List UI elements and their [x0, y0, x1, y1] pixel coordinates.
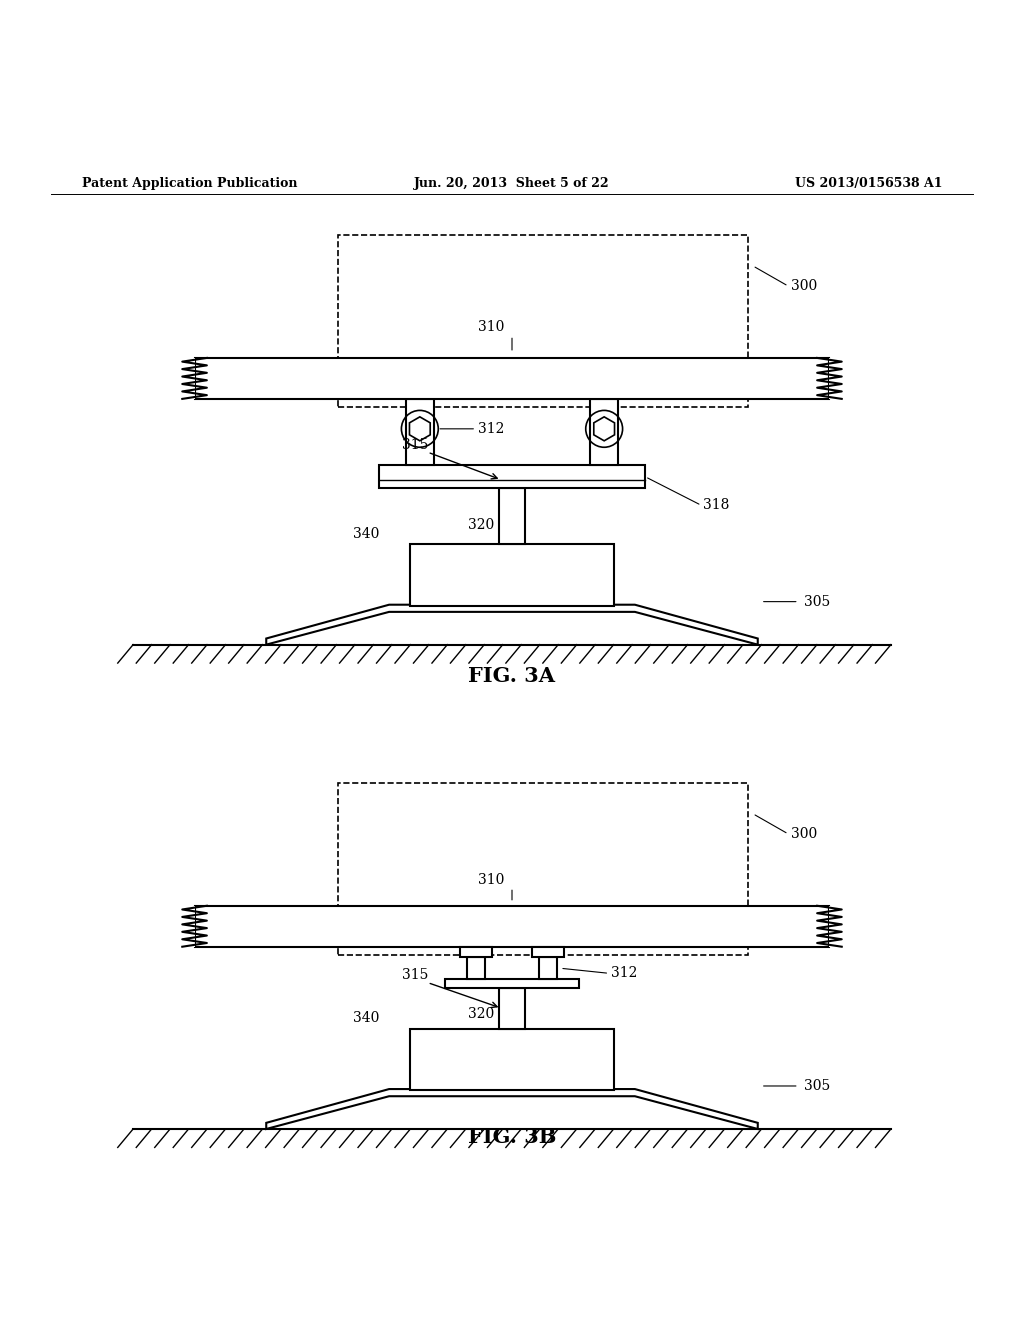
Bar [500, 987, 524, 1028]
Text: Jun. 20, 2013  Sheet 5 of 22: Jun. 20, 2013 Sheet 5 of 22 [414, 177, 610, 190]
Bar [445, 979, 579, 987]
Text: Patent Application Publication: Patent Application Publication [82, 177, 297, 190]
Text: 340: 340 [352, 1011, 379, 1026]
Bar [410, 544, 614, 606]
Bar [195, 358, 829, 399]
Text: US 2013/0156538 A1: US 2013/0156538 A1 [795, 177, 942, 190]
Text: 340: 340 [352, 527, 379, 541]
Bar [467, 957, 485, 979]
Bar [410, 1028, 614, 1090]
Text: 320: 320 [468, 1007, 494, 1022]
Text: 300: 300 [791, 828, 817, 841]
Text: 315: 315 [401, 969, 428, 982]
Text: 305: 305 [804, 1078, 830, 1093]
Bar [829, 906, 854, 946]
Text: 312: 312 [611, 966, 638, 981]
Bar [338, 235, 748, 407]
Text: 312: 312 [478, 422, 505, 436]
Bar [539, 957, 557, 979]
Bar [406, 399, 434, 466]
Text: 300: 300 [791, 280, 817, 293]
Bar [532, 946, 563, 957]
Bar [170, 906, 195, 946]
Text: 315: 315 [401, 438, 428, 451]
Bar [500, 488, 524, 544]
Text: 310: 310 [478, 873, 505, 887]
Bar [829, 358, 854, 399]
Bar [379, 466, 645, 488]
Text: FIG. 3A: FIG. 3A [469, 667, 555, 686]
Bar [195, 906, 829, 946]
Bar [338, 783, 748, 954]
Text: 320: 320 [468, 517, 494, 532]
Text: FIG. 3B: FIG. 3B [468, 1127, 556, 1147]
Polygon shape [266, 605, 758, 644]
Bar [461, 946, 492, 957]
Polygon shape [266, 1089, 758, 1129]
Bar [590, 399, 618, 466]
Text: 310: 310 [478, 321, 505, 334]
Text: 305: 305 [804, 594, 830, 609]
Text: 318: 318 [703, 499, 730, 512]
Bar [170, 358, 195, 399]
